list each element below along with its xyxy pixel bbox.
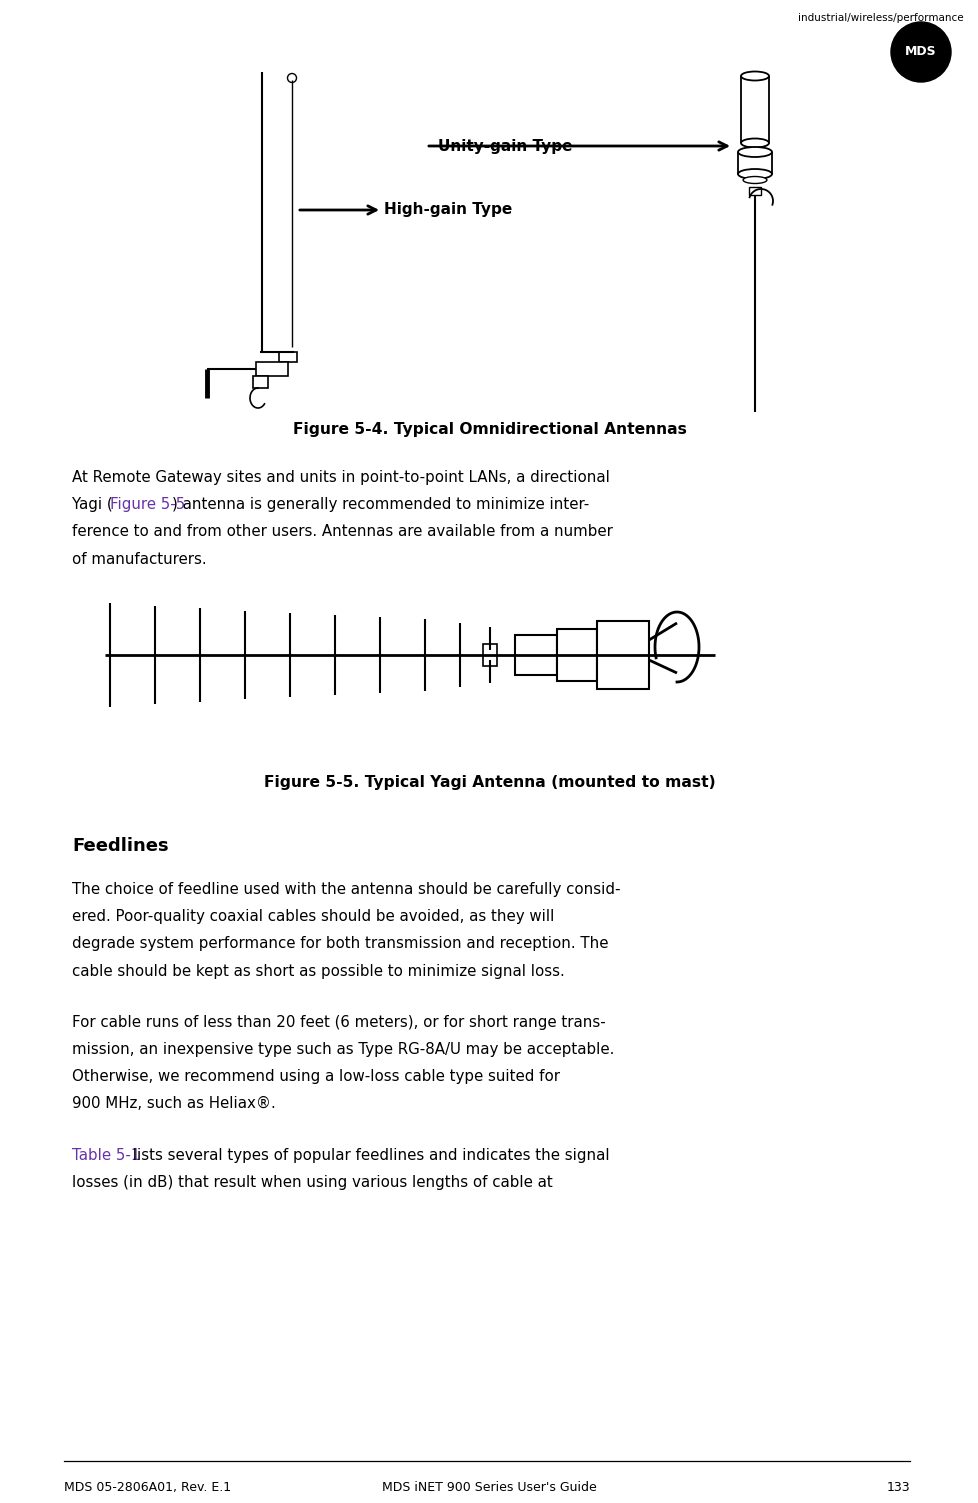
Text: ered. Poor-quality coaxial cables should be avoided, as they will: ered. Poor-quality coaxial cables should… <box>72 909 554 924</box>
Ellipse shape <box>742 176 766 183</box>
Text: Figure 5-5. Typical Yagi Antenna (mounted to mast): Figure 5-5. Typical Yagi Antenna (mounte… <box>263 776 715 791</box>
Text: Unity-gain Type: Unity-gain Type <box>437 138 572 153</box>
Text: lists several types of popular feedlines and indicates the signal: lists several types of popular feedlines… <box>128 1148 609 1163</box>
Text: ference to and from other users. Antennas are available from a number: ference to and from other users. Antenna… <box>72 525 612 540</box>
Ellipse shape <box>740 138 768 147</box>
Bar <box>748 186 760 195</box>
Text: of manufacturers.: of manufacturers. <box>72 552 206 567</box>
Bar <box>482 643 497 666</box>
Text: cable should be kept as short as possible to minimize signal loss.: cable should be kept as short as possibl… <box>72 963 564 978</box>
Text: losses (in dB) that result when using various lengths of cable at: losses (in dB) that result when using va… <box>72 1175 553 1190</box>
Text: Yagi (: Yagi ( <box>72 497 112 513</box>
Ellipse shape <box>737 147 772 156</box>
Text: Figure 5-4. Typical Omnidirectional Antennas: Figure 5-4. Typical Omnidirectional Ante… <box>292 422 686 437</box>
Text: MDS iNET 900 Series User's Guide: MDS iNET 900 Series User's Guide <box>381 1480 597 1494</box>
Text: Table 5-1: Table 5-1 <box>72 1148 140 1163</box>
Circle shape <box>890 23 950 83</box>
Text: Feedlines: Feedlines <box>72 837 168 855</box>
Text: ) antenna is generally recommended to minimize inter-: ) antenna is generally recommended to mi… <box>172 497 589 513</box>
Text: Figure 5-5: Figure 5-5 <box>110 497 185 513</box>
Text: degrade system performance for both transmission and reception. The: degrade system performance for both tran… <box>72 936 608 951</box>
Text: The choice of feedline used with the antenna should be carefully consid-: The choice of feedline used with the ant… <box>72 882 620 897</box>
Ellipse shape <box>740 72 768 81</box>
Text: industrial/wireless/performance: industrial/wireless/performance <box>798 14 963 23</box>
Text: MDS 05-2806A01, Rev. E.1: MDS 05-2806A01, Rev. E.1 <box>64 1480 231 1494</box>
Text: mission, an inexpensive type such as Type RG-8A/U may be acceptable.: mission, an inexpensive type such as Typ… <box>72 1042 614 1057</box>
Bar <box>252 376 268 388</box>
Text: MDS: MDS <box>905 45 936 59</box>
Bar <box>597 621 648 688</box>
Bar <box>514 634 556 675</box>
Ellipse shape <box>737 168 772 179</box>
Text: Otherwise, we recommend using a low-loss cable type suited for: Otherwise, we recommend using a low-loss… <box>72 1069 559 1084</box>
Bar <box>255 362 288 376</box>
Text: For cable runs of less than 20 feet (6 meters), or for short range trans-: For cable runs of less than 20 feet (6 m… <box>72 1015 605 1030</box>
Text: High-gain Type: High-gain Type <box>383 203 511 218</box>
Bar <box>279 352 296 362</box>
Text: At Remote Gateway sites and units in point-to-point LANs, a directional: At Remote Gateway sites and units in poi… <box>72 470 609 485</box>
Text: 900 MHz, such as Heliax®.: 900 MHz, such as Heliax®. <box>72 1096 276 1111</box>
Bar <box>556 628 597 681</box>
Text: 133: 133 <box>885 1480 910 1494</box>
